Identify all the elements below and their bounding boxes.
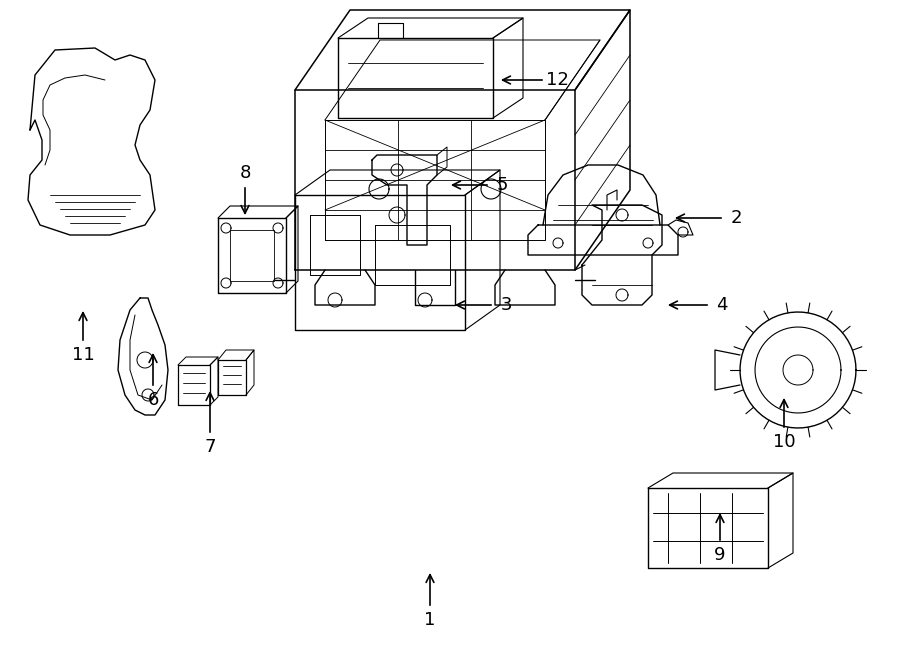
Text: 12: 12 bbox=[545, 71, 569, 89]
Text: 11: 11 bbox=[72, 346, 94, 364]
Text: 7: 7 bbox=[204, 438, 216, 456]
Text: 6: 6 bbox=[148, 391, 158, 409]
Text: 1: 1 bbox=[424, 611, 436, 629]
Text: 9: 9 bbox=[715, 546, 725, 564]
Text: 5: 5 bbox=[496, 176, 508, 194]
Text: 2: 2 bbox=[730, 209, 742, 227]
Text: 4: 4 bbox=[716, 296, 728, 314]
Text: 3: 3 bbox=[500, 296, 512, 314]
Text: 10: 10 bbox=[773, 433, 796, 451]
Text: 8: 8 bbox=[239, 164, 251, 182]
